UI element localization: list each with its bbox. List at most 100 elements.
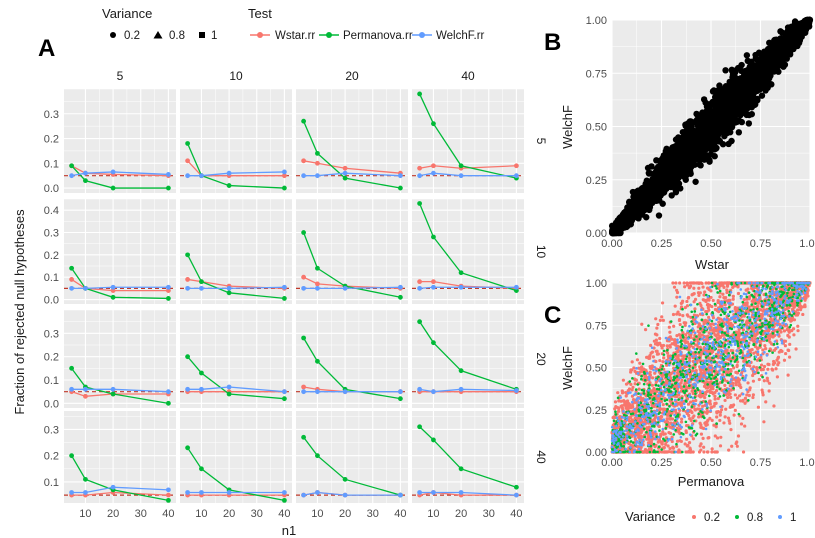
panel-a-point-permanova	[185, 445, 191, 451]
panel-a-point-wstar	[83, 393, 88, 399]
panel-a-point-wstar	[185, 277, 191, 282]
panel-b-point	[754, 95, 761, 103]
panel-a-y-tick-label: 0.3	[44, 424, 59, 436]
panel-b-point	[744, 70, 751, 78]
panel-b-point	[659, 200, 666, 207]
panel-c-point	[736, 434, 741, 438]
panel-c-point	[729, 427, 733, 432]
panel-b-point	[770, 56, 778, 63]
panel-b-point	[657, 161, 665, 169]
panel-a-facet-r0-c2	[296, 88, 408, 193]
panel-b-point	[725, 102, 733, 110]
panel-a-series-line-wstar	[419, 491, 517, 496]
panel-a-point-welchf	[226, 384, 232, 390]
panel-c-point	[711, 298, 715, 303]
panel-a-facet-grid: 5 10 20 4050.00.10.20.3100.00.10.20.30.4200…	[44, 69, 548, 520]
panel-a-point-welchf	[301, 492, 307, 498]
panel-a-point-welchf	[315, 490, 320, 495]
panel-c-point	[693, 307, 697, 311]
panel-c-point	[735, 364, 739, 369]
panel-c-point	[735, 444, 739, 448]
panel-b-point	[673, 169, 680, 176]
panel-c-point	[783, 344, 787, 348]
panel-a-point-welchf	[417, 285, 423, 291]
panel-c-point	[697, 415, 701, 419]
panel-a-facet-background	[296, 411, 408, 503]
panel-a-point-welchf	[397, 284, 403, 290]
panel-a-x-tick-label: 30	[251, 508, 263, 520]
panel-a-point-permanova	[342, 476, 348, 482]
panel-a-point-permanova	[301, 118, 307, 124]
panel-c-point	[730, 374, 734, 378]
panel-c-point	[704, 299, 708, 304]
panel-a-point-welchf	[458, 386, 464, 392]
panel-c-x-tick-label: 0.50	[700, 457, 721, 469]
panel-c-point	[691, 437, 695, 441]
panel-b-point	[745, 120, 753, 127]
panel-c-point	[676, 310, 680, 314]
panel-c-point	[729, 395, 733, 399]
panel-b-x-axis-title: Wstar	[695, 257, 730, 272]
panel-a-point-welchf	[165, 172, 171, 177]
panel-c-point	[660, 301, 665, 305]
panel-a-series-line-permanova	[71, 165, 169, 189]
panel-b-point	[762, 87, 769, 94]
panel-a-point-permanova	[199, 279, 204, 285]
panel-b-point	[730, 75, 738, 83]
panel-a-series-line-permanova	[419, 93, 517, 179]
panel-b-point	[653, 194, 660, 202]
legend-test-item-0: Wstar.rr	[275, 30, 315, 42]
panel-a-point-welchf	[83, 386, 88, 392]
panel-a-facet-r0-c3	[412, 88, 524, 193]
panel-b-point	[716, 91, 724, 99]
panel-c-scatter: 0.000.250.500.751.000.000.250.500.751.00	[586, 278, 815, 469]
panel-b-point	[738, 118, 746, 126]
panel-c-point	[633, 382, 637, 386]
panel-c-point	[779, 330, 783, 334]
panel-a-point-welchf	[185, 490, 191, 495]
panel-a-point-welchf	[199, 285, 204, 291]
panel-c-x-tick-label: 0.75	[750, 457, 771, 469]
panel-a-facet-r1-c3	[412, 198, 524, 304]
panel-b-point	[619, 213, 626, 220]
panel-b-y-tick-label: 1.00	[586, 15, 607, 27]
panel-a-point-permanova	[417, 201, 423, 206]
panel-a-y-tick-label: 0.3	[44, 328, 59, 340]
panel-a-point-permanova	[397, 294, 403, 300]
panel-a-y-tick-label: 0.3	[44, 109, 59, 121]
panel-c-point	[719, 435, 723, 439]
panel-b-point	[688, 163, 695, 171]
panel-a-series-line-permanova	[419, 321, 517, 390]
panel-a-point-permanova	[458, 466, 464, 472]
legend-test-item-2: WelchF.rr	[436, 30, 485, 42]
panel-a-point-wstar	[165, 492, 171, 498]
panel-a-point-welchf	[226, 490, 232, 495]
panel-a-x-tick-label: 10	[427, 508, 439, 520]
panel-c-point	[649, 343, 653, 347]
panel-a-point-wstar	[301, 274, 307, 280]
panel-a-point-permanova	[417, 319, 423, 325]
panel-a-point-welchf	[185, 173, 191, 179]
panel-b-point	[763, 47, 770, 55]
panel-a-series-line-welchf	[419, 286, 517, 290]
panel-b-point	[721, 132, 728, 140]
panel-a-series-line-wstar	[71, 165, 169, 177]
panel-a-point-welchf	[342, 492, 348, 498]
panel-c-point	[761, 393, 765, 397]
legend-variance-marker-triangle	[153, 31, 163, 39]
legend-test-title: Test	[248, 6, 272, 21]
panel-b-point	[703, 122, 710, 129]
panel-a-point-wstar	[281, 173, 287, 179]
panel-a-point-permanova	[83, 476, 88, 482]
panel-a-point-welchf	[513, 284, 519, 290]
legend-test-item-1: Permanova.rr	[343, 30, 413, 42]
panel-a-series-line-welchf	[303, 286, 401, 290]
panel-c-point	[671, 281, 675, 285]
panel-a-facet-background	[64, 310, 176, 408]
panel-a-point-welchf	[301, 285, 307, 291]
panel-a-point-permanova	[417, 424, 423, 430]
panel-a-x-axis-title: n1	[282, 523, 296, 538]
panel-a-point-permanova	[513, 288, 519, 293]
panel-b-point	[758, 92, 766, 99]
panel-a-point-welchf	[110, 386, 116, 392]
